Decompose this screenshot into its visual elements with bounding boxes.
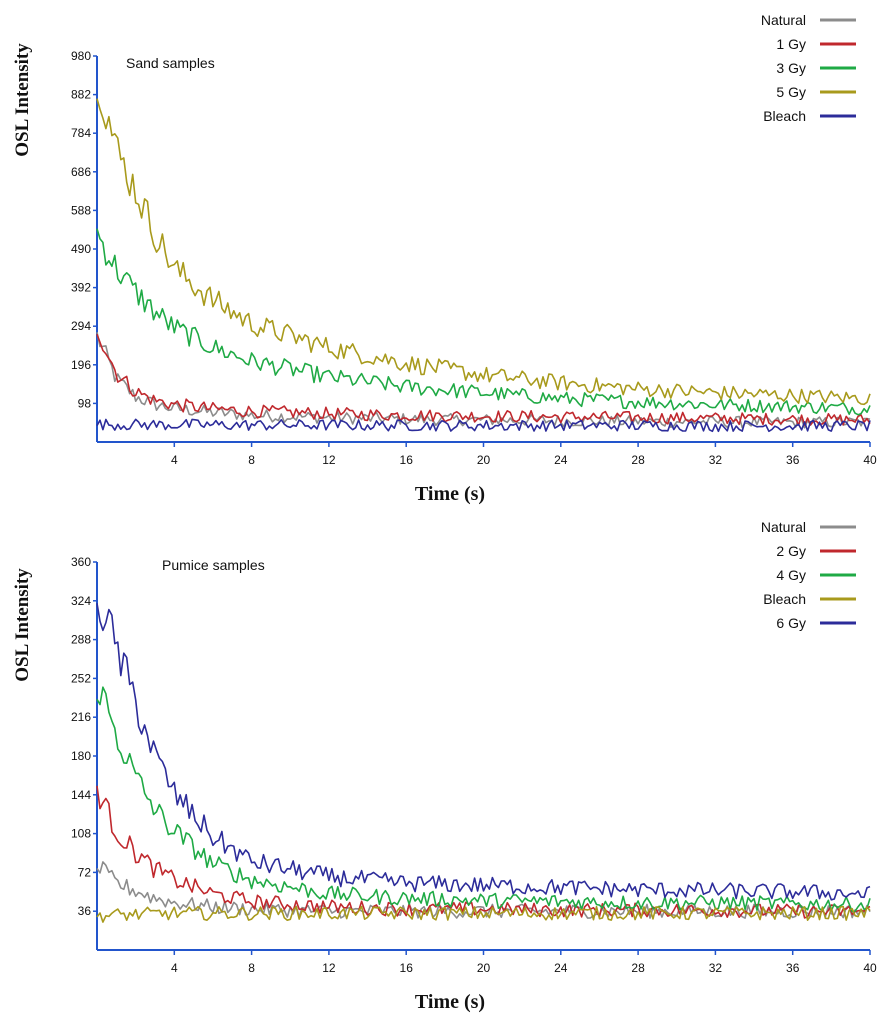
y-tick-label: 324: [71, 594, 91, 608]
y-tick-label: 980: [71, 49, 91, 63]
legend-label: 1 Gy: [776, 36, 806, 52]
legend-label: Natural: [761, 519, 806, 535]
y-tick-label: 72: [78, 865, 92, 879]
y-tick-label: 144: [71, 788, 91, 802]
x-tick-label: 24: [554, 961, 568, 975]
legend-label: 5 Gy: [776, 84, 806, 100]
legend-label: 2 Gy: [776, 543, 806, 559]
chart-title: Sand samples: [126, 55, 215, 71]
y-tick-label: 882: [71, 88, 91, 102]
x-tick-label: 12: [322, 453, 336, 467]
x-tick-label: 8: [248, 961, 255, 975]
y-tick-label: 490: [71, 242, 91, 256]
legend: Natural 2 Gy 4 Gy Bleach 6 Gy: [761, 519, 856, 631]
y-tick-label: 216: [71, 710, 91, 724]
legend-label: Bleach: [763, 591, 806, 607]
x-axis-label: Time (s): [415, 991, 485, 1013]
chart-title: Pumice samples: [162, 557, 265, 573]
series-line-bleach: [96, 418, 871, 433]
x-tick-label: 24: [554, 453, 568, 467]
y-tick-label: 36: [78, 904, 92, 918]
series-line-5-gy: [96, 98, 871, 406]
y-tick-label: 294: [71, 319, 91, 333]
x-tick-label: 8: [248, 453, 255, 467]
y-tick-label: 196: [71, 358, 91, 372]
y-axis-label: OSL Intensity: [12, 43, 33, 157]
y-tick-label: 252: [71, 671, 91, 685]
x-tick-label: 36: [786, 453, 800, 467]
legend-label: 6 Gy: [776, 615, 806, 631]
x-tick-label: 4: [171, 961, 178, 975]
y-tick-label: 588: [71, 203, 91, 217]
y-tick-label: 108: [71, 827, 91, 841]
x-tick-label: 16: [400, 961, 414, 975]
series-line-bleach: [96, 905, 871, 923]
y-tick-label: 784: [71, 126, 91, 140]
pumice-samples-chart: OSL Intensity Time (s) Pumice samples 36…: [12, 519, 877, 1013]
y-tick-label: 392: [71, 281, 91, 295]
legend: Natural 1 Gy 3 Gy 5 Gy Bleach: [761, 12, 856, 124]
y-tick-label: 288: [71, 633, 91, 647]
x-tick-label: 40: [863, 961, 877, 975]
y-tick-label: 686: [71, 165, 91, 179]
legend-label: Bleach: [763, 108, 806, 124]
x-tick-label: 40: [863, 453, 877, 467]
series-line-6-gy: [96, 603, 871, 901]
legend-label: Natural: [761, 12, 806, 28]
x-tick-label: 32: [709, 961, 723, 975]
series-line-natural: [96, 332, 871, 429]
x-tick-label: 20: [477, 453, 491, 467]
x-axis-label: Time (s): [415, 483, 485, 505]
y-tick-label: 360: [71, 555, 91, 569]
series-line-3-gy: [96, 228, 871, 416]
y-tick-label: 98: [78, 396, 92, 410]
x-tick-label: 28: [631, 453, 645, 467]
legend-label: 4 Gy: [776, 567, 806, 583]
series-lines: [96, 603, 871, 923]
x-tick-label: 12: [322, 961, 336, 975]
legend-label: 3 Gy: [776, 60, 806, 76]
x-tick-label: 16: [400, 453, 414, 467]
y-axis-label: OSL Intensity: [12, 568, 33, 682]
series-line-4-gy: [96, 686, 871, 913]
x-tick-label: 20: [477, 961, 491, 975]
sand-samples-chart: OSL Intensity Time (s) Sand samples 98 19…: [12, 12, 877, 505]
x-tick-label: 28: [631, 961, 645, 975]
series-line-2-gy: [96, 785, 871, 919]
x-tick-label: 4: [171, 453, 178, 467]
y-tick-label: 180: [71, 749, 91, 763]
series-lines: [96, 98, 871, 433]
x-tick-label: 32: [709, 453, 723, 467]
tick-group: 36 72 108 144 180 216 252 288 324 360 4 8 12 16 20 24 28…: [71, 555, 877, 975]
x-tick-label: 36: [786, 961, 800, 975]
series-line-1-gy: [96, 333, 871, 426]
tick-group: 98 196 294 392 490 588 686 784 882 980 4 8 12 16 20 24 2…: [71, 49, 877, 467]
